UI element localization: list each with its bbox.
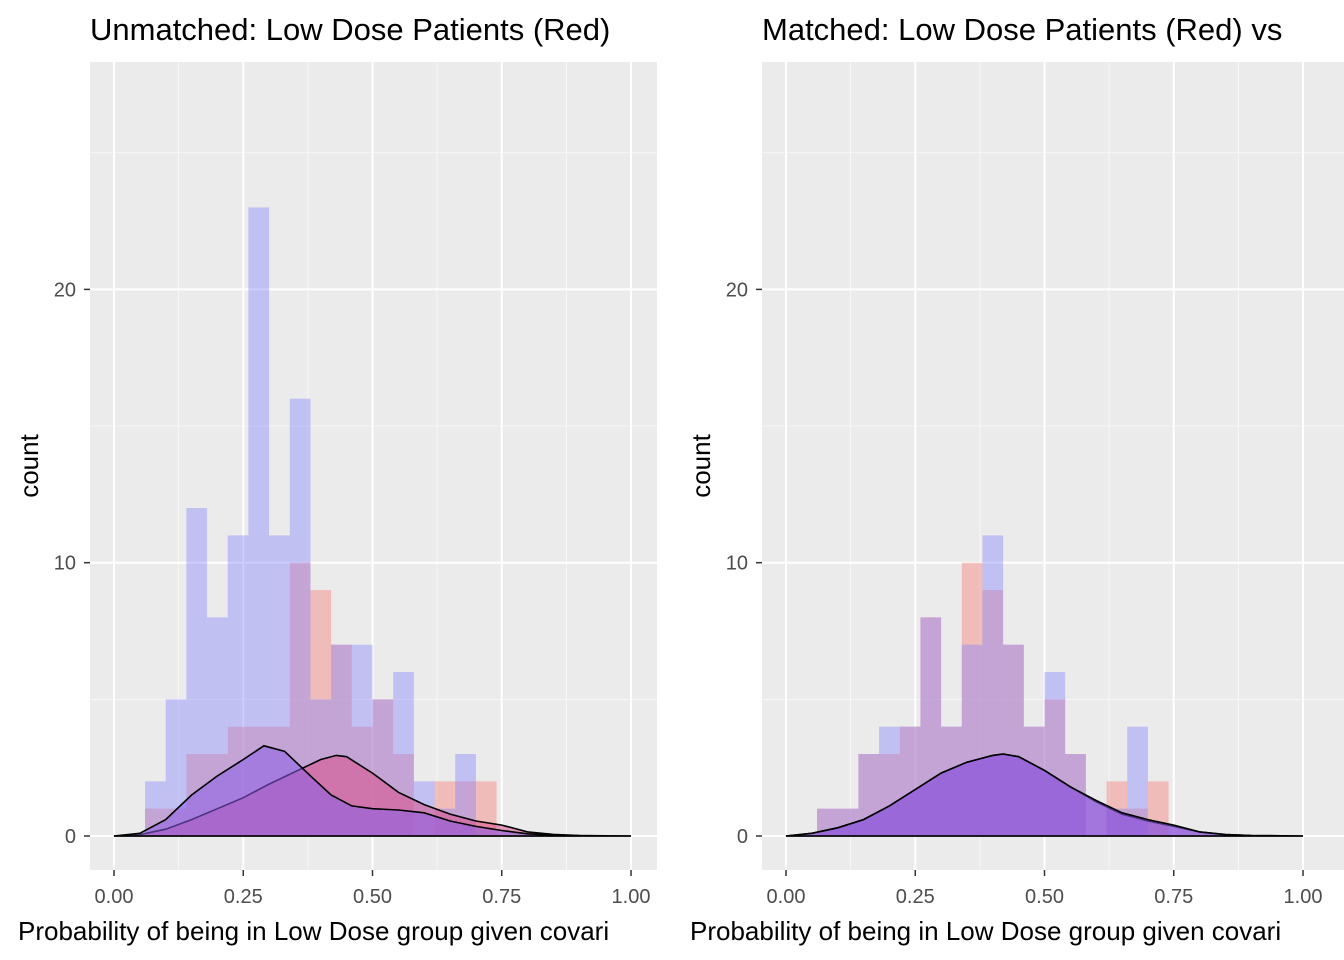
y-tick-label: 20 xyxy=(726,279,748,301)
chart-title: Unmatched: Low Dose Patients (Red) xyxy=(90,12,610,47)
histogram-bar xyxy=(186,508,208,836)
x-tick-label: 0.00 xyxy=(767,886,806,908)
y-axis-label: count xyxy=(14,433,44,497)
y-tick-label: 10 xyxy=(726,553,748,575)
x-tick-label: 0.25 xyxy=(224,886,263,908)
y-tick-label: 0 xyxy=(65,826,76,848)
histogram-bar xyxy=(455,754,476,836)
x-tick-label: 0.75 xyxy=(482,886,521,908)
density-curve xyxy=(113,744,632,837)
x-tick-label: 0.50 xyxy=(1025,886,1064,908)
x-tick-label: 0.25 xyxy=(896,886,935,908)
x-tick-label: 0.00 xyxy=(95,886,134,908)
y-tick-label: 0 xyxy=(737,826,748,848)
density-curve xyxy=(785,753,1304,837)
x-axis-label: Probability of being in Low Dose group g… xyxy=(18,916,609,946)
chart-panel-1: 0.00 0.25 0.50 0.75 1.00 0 10 20 Unmatched: Low … xyxy=(14,12,657,946)
x-tick-label: 1.00 xyxy=(612,886,651,908)
y-axis-label: count xyxy=(686,433,716,497)
y-tick-label: 10 xyxy=(54,553,76,575)
histogram-bar xyxy=(248,207,270,836)
x-tick-label: 1.00 xyxy=(1284,886,1323,908)
histogram-bar xyxy=(165,699,187,836)
plot-background xyxy=(762,62,1344,870)
y-tick-label: 20 xyxy=(54,279,76,301)
x-axis-label: Probability of being in Low Dose group g… xyxy=(690,916,1281,946)
histogram-bar xyxy=(289,398,311,836)
chart-title: Matched: Low Dose Patients (Red) vs xyxy=(762,12,1282,47)
chart-panel-2: 0.00 0.25 0.50 0.75 1.00 0 10 20 Matched: Low Do… xyxy=(686,12,1344,946)
histogram-bar xyxy=(1127,726,1148,836)
x-tick-label: 0.50 xyxy=(353,886,392,908)
x-tick-label: 0.75 xyxy=(1154,886,1193,908)
